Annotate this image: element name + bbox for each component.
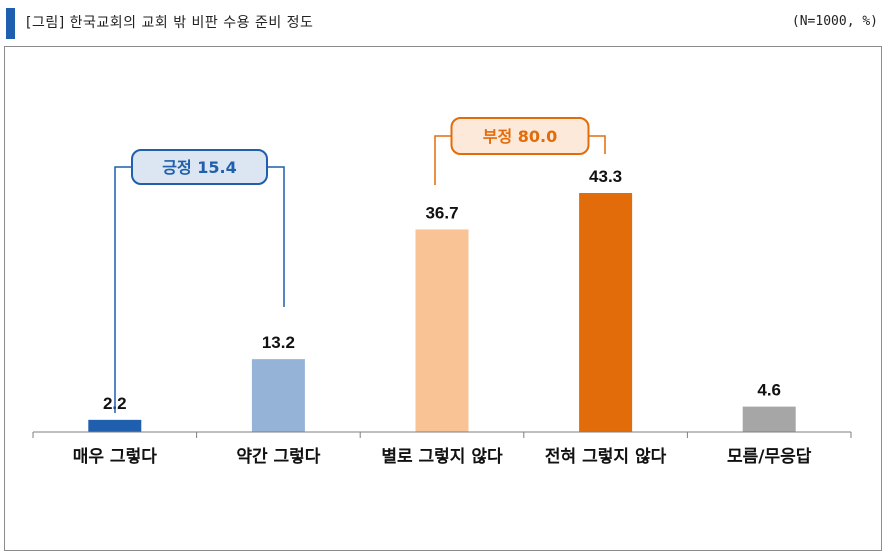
- value-label: 4.6: [757, 381, 781, 400]
- value-label: 43.3: [589, 167, 622, 186]
- bar-3: [415, 229, 469, 432]
- category-label: 매우 그렇다: [73, 447, 157, 467]
- category-label: 모름/무응답: [727, 447, 812, 467]
- category-label: 전혀 그렇지 않다: [545, 447, 667, 467]
- category-label: 약간 그렇다: [236, 446, 320, 467]
- group-callout-label: 부정 80.0: [483, 127, 558, 146]
- bar-4: [579, 193, 633, 432]
- value-label: 36.7: [425, 203, 458, 222]
- sample-size-note: (N=1000, %): [791, 14, 878, 29]
- group-callout-box: [131, 149, 268, 185]
- value-label: 13.2: [262, 333, 295, 352]
- bar-5: [742, 406, 796, 432]
- category-label: 별로 그렇지 않다: [381, 447, 503, 467]
- group-callout-box: [450, 117, 590, 155]
- group-callout-label: 긍정 15.4: [162, 158, 237, 177]
- figure-title: [그림] 한국교회의 교회 밖 비판 수용 준비 정도: [26, 15, 314, 31]
- title-accent-bar: [6, 8, 15, 39]
- chart-frame: [4, 46, 882, 551]
- bar-1: [88, 419, 142, 432]
- bar-2: [251, 359, 305, 432]
